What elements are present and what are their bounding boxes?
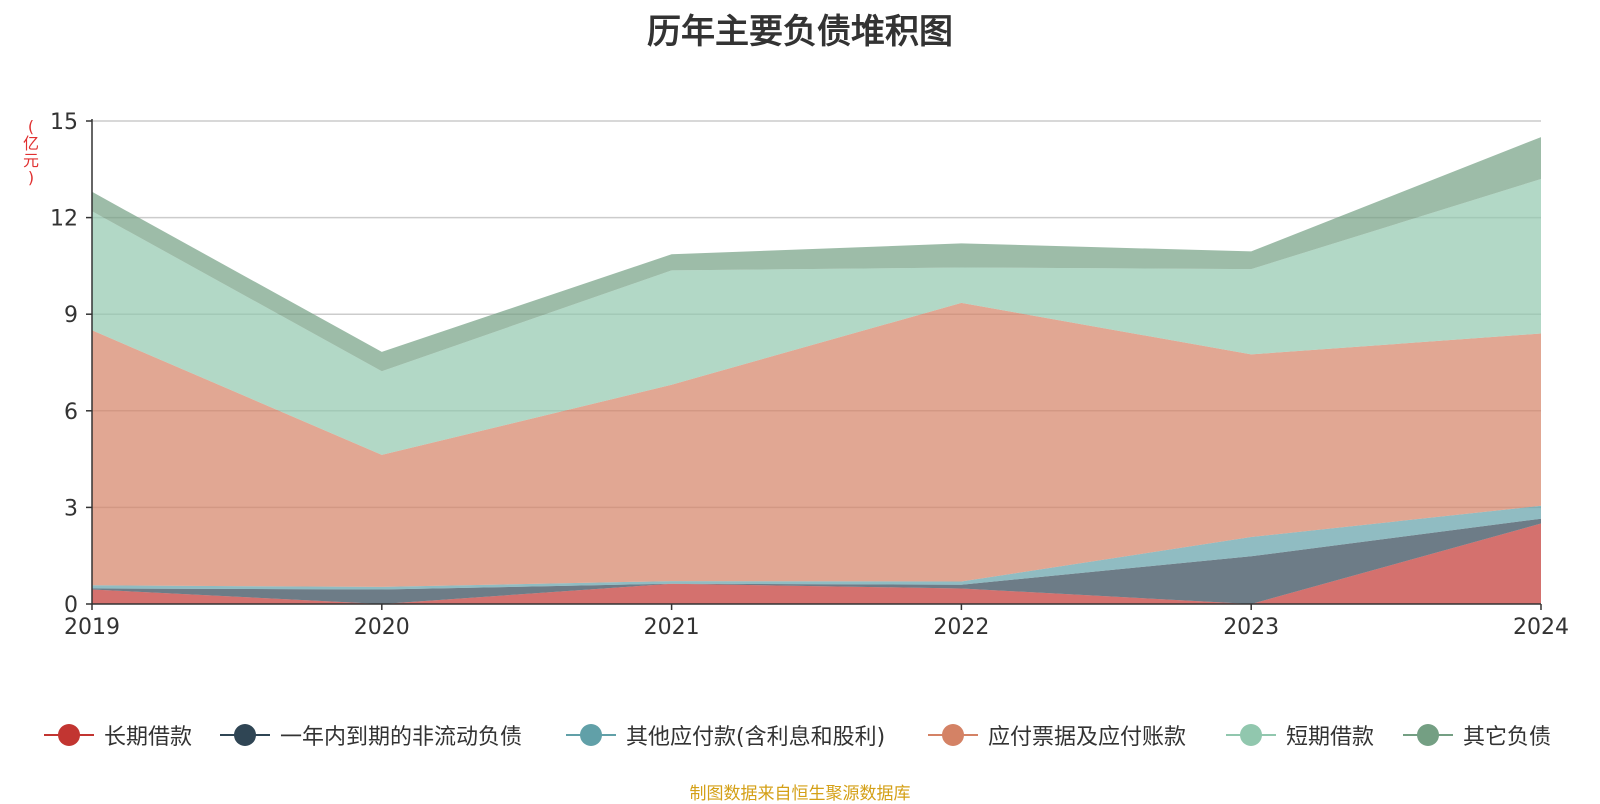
y-tick-label: 12 [50,207,78,232]
x-tick-label: 2023 [1223,615,1279,640]
x-tick-label: 2021 [644,615,700,640]
legend-item-4[interactable]: 应付票据及应付账款 [928,719,1186,751]
y-tick-label: 0 [64,593,78,618]
source-note: 制图数据来自恒生聚源数据库 [689,784,911,804]
area-series-2[interactable] [92,518,1541,604]
legend-item-5[interactable]: 短期借款 [1226,719,1374,751]
legend-swatch-icon [44,719,94,751]
y-axis-unit-char: 元 [22,151,39,170]
area-series-6[interactable] [92,137,1541,372]
axes: 0 3 6 9 12 15 2019 2020 2021 2022 2023 2024 [50,110,1569,640]
x-tick-label: 2019 [64,615,120,640]
area-series-5[interactable] [92,179,1541,455]
y-tick-label: 3 [64,496,78,521]
x-tick-label: 2020 [354,615,410,640]
legend-label: 长期借款 [104,725,193,750]
legend-swatch-icon [1403,719,1453,751]
area-series [92,137,1541,604]
y-axis-unit-label: (亿元) [20,118,42,186]
y-axis-unit-char: ) [27,168,35,187]
legend-item-2[interactable]: 一年内到期的非流动负债 [220,719,522,751]
legend-swatch-icon [928,719,978,751]
legend-label: 其他应付款(含利息和股利) [626,725,886,750]
legend-swatch-icon [220,719,270,751]
y-axis-unit-char: ( [27,117,35,136]
legend-label: 其它负债 [1463,725,1552,750]
stacked-area-chart: 0 3 6 9 12 15 2019 2020 2021 2022 2023 2024 [50,110,1569,640]
y-tick-label: 6 [64,400,78,425]
y-tick-label: 9 [64,303,78,328]
legend-label: 应付票据及应付账款 [988,725,1187,750]
legend-item-1[interactable]: 长期借款 [44,719,192,751]
area-series-4[interactable] [92,302,1541,587]
chart-title: 历年主要负债堆积图 [647,12,953,52]
x-tick-label: 2022 [933,615,989,640]
legend: 长期借款 一年内到期的非流动负债 其他应付款(含利息和股利) 应付票据及应付账款 短期借… [0,719,1600,751]
area-series-1[interactable] [92,523,1541,605]
legend-label: 短期借款 [1286,725,1375,750]
y-axis-unit-char: 亿 [22,134,39,153]
legend-item-6[interactable]: 其它负债 [1403,719,1551,751]
x-tick-label: 2024 [1513,615,1569,640]
legend-label: 一年内到期的非流动负债 [280,725,523,750]
legend-swatch-icon [566,719,616,751]
y-tick-label: 15 [50,110,78,135]
legend-item-3[interactable]: 其他应付款(含利息和股利) [566,719,885,751]
area-series-3[interactable] [92,505,1541,590]
legend-swatch-icon [1226,719,1276,751]
